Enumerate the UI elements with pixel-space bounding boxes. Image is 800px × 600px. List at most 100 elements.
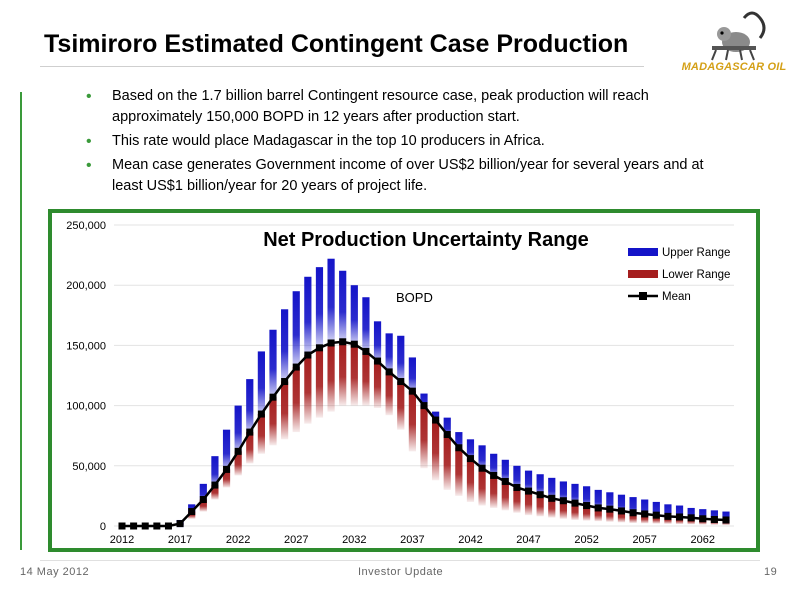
lower-range-bar (304, 355, 312, 424)
mean-marker (722, 516, 730, 524)
lower-range-bar (188, 511, 196, 519)
mean-marker (687, 514, 695, 522)
mean-marker (525, 487, 533, 495)
chart-frame: 0 50,000 100,000 150,000 200,000 250,000 2012 2… (48, 209, 760, 552)
x-tick-label: 2062 (691, 534, 715, 546)
lower-range-bar (594, 507, 602, 522)
upper-range-bar (199, 483, 207, 504)
bullet-dot: • (86, 88, 92, 105)
mean-marker (617, 507, 625, 515)
y-tick-label: 250,000 (66, 220, 106, 232)
upper-range-bar (350, 285, 358, 349)
lower-range-bar (315, 347, 324, 418)
mean-marker (432, 416, 440, 424)
logo-text: MADAGASCAR OIL (681, 61, 787, 73)
mean-marker (478, 464, 486, 472)
mean-marker (397, 378, 405, 386)
lower-range-bar (432, 420, 440, 481)
upper-range-bar (420, 393, 428, 410)
lower-range-bar (234, 451, 242, 476)
mean-marker (501, 477, 509, 485)
mean-marker (269, 393, 277, 401)
mean-marker (223, 465, 231, 473)
upper-range-bar (443, 417, 451, 439)
upper-range-bar (397, 335, 405, 386)
mean-marker (257, 410, 265, 418)
mean-marker (199, 496, 207, 504)
upper-range-bar (559, 481, 567, 505)
lemur-icon (711, 11, 766, 61)
mean-marker (118, 522, 126, 530)
upper-range-bar (466, 439, 475, 463)
mean-marker (490, 471, 498, 479)
upper-range-bar (246, 379, 254, 437)
mean-marker (559, 497, 567, 505)
x-tick-label: 2052 (574, 534, 598, 546)
mean-marker (327, 339, 335, 347)
unit-annotation: BOPD (396, 290, 433, 305)
upper-range-bar (629, 497, 637, 517)
lower-range-bar (420, 405, 428, 469)
upper-range-bar (524, 470, 533, 496)
lower-range-bar (490, 475, 498, 508)
legend-marker-mean (639, 292, 647, 300)
upper-range-bar (652, 501, 660, 520)
mean-marker (652, 511, 660, 519)
mean-marker (304, 351, 312, 359)
production-chart: 0 50,000 100,000 150,000 200,000 250,000 2012 2… (66, 220, 734, 546)
mean-marker (315, 344, 323, 352)
mean-marker (420, 402, 428, 410)
mean-marker (141, 522, 149, 530)
upper-range-bar (211, 456, 219, 490)
legend-swatch-lower (628, 270, 658, 278)
upper-range-bar (327, 258, 335, 347)
upper-range-bar (339, 270, 347, 346)
lower-range-bar (443, 434, 451, 490)
mean-marker (676, 513, 684, 521)
x-tick-label: 2057 (632, 534, 656, 546)
lower-range-bar (385, 371, 393, 416)
left-accent-bar (20, 92, 22, 550)
footer-title: Investor Update (358, 566, 444, 578)
upper-range-bar (373, 321, 382, 366)
mean-marker (664, 512, 672, 520)
upper-range-bar (315, 267, 324, 352)
upper-range-bar (641, 499, 649, 518)
bullet-text: This rate would place Madagascar in the … (112, 133, 545, 149)
x-tick-label: 2047 (516, 534, 540, 546)
upper-range-bar (304, 276, 312, 360)
lower-range-bar (524, 491, 533, 516)
y-tick-label: 150,000 (66, 340, 106, 352)
lower-range-bar (269, 397, 277, 446)
footer-date: 14 May 2012 (20, 566, 90, 578)
x-tick-label: 2037 (400, 534, 424, 546)
lower-range-bar (664, 516, 672, 524)
lower-range-bar (536, 494, 544, 517)
upper-range-bar (617, 494, 626, 515)
mean-marker (536, 491, 544, 499)
bullet-list: • Based on the 1.7 billion barrel Conting… (86, 86, 726, 200)
upper-range-bar (675, 505, 684, 521)
footer-page-number: 19 (764, 566, 778, 578)
legend-swatch-upper (628, 248, 658, 256)
upper-range-bar (501, 459, 509, 486)
lower-range-bar (257, 414, 265, 454)
y-tick-label: 200,000 (66, 280, 106, 292)
upper-range-bar (594, 489, 602, 512)
x-tick-label: 2027 (284, 534, 308, 546)
mean-marker (350, 340, 358, 348)
mean-marker (164, 522, 172, 530)
title-divider (40, 66, 644, 67)
mean-marker (362, 347, 370, 355)
y-tick-label: 50,000 (72, 461, 106, 473)
upper-range-bar (408, 357, 416, 396)
mean-marker (281, 378, 289, 386)
upper-range-bar (478, 445, 486, 473)
lower-range-bar (292, 367, 300, 433)
mean-marker (594, 504, 602, 512)
mean-marker (548, 494, 556, 502)
lower-range-bar (559, 500, 567, 519)
mean-marker (385, 368, 393, 376)
x-tick-label: 2032 (342, 534, 366, 546)
mean-marker (583, 502, 591, 510)
